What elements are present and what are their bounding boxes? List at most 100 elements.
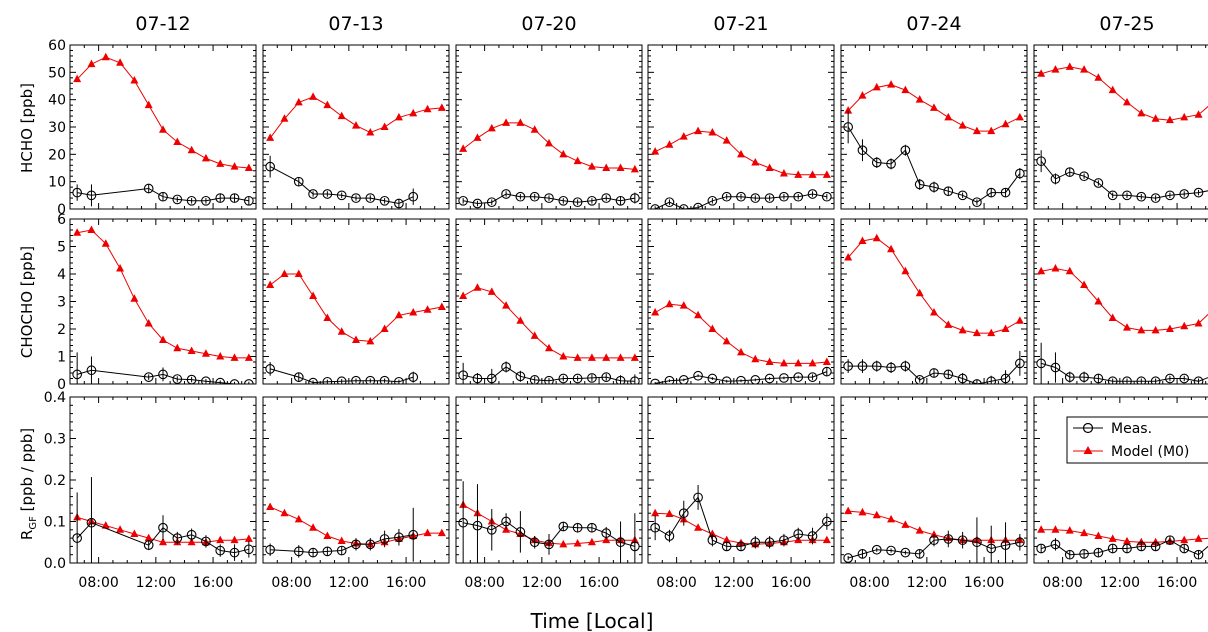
meas-point — [807, 189, 818, 199]
panel-hcho-07-20 — [455, 44, 643, 210]
model-point — [1051, 264, 1060, 272]
meas-point — [544, 375, 554, 384]
model-point — [844, 253, 853, 261]
model-point — [858, 91, 867, 99]
panel-date-title: 07-21 — [713, 13, 768, 35]
model-point — [1051, 65, 1060, 73]
meas-point — [86, 365, 97, 376]
model-point — [173, 343, 182, 352]
meas-point — [143, 372, 154, 382]
y-axis-title-rgf-main: R — [18, 530, 36, 540]
panel-chocho-07-12: 0 1 2 3 4 5 6 — [57, 212, 257, 393]
x-tick-label: 12:00 — [522, 575, 562, 591]
meas-point — [957, 373, 968, 384]
y-tick-label: 30 — [48, 120, 66, 136]
meas-point — [929, 535, 939, 546]
meas-point — [914, 549, 925, 559]
meas-point — [265, 161, 276, 172]
meas-point — [379, 534, 390, 544]
panel-chocho-07-25 — [1033, 218, 1208, 385]
meas-point — [486, 373, 497, 384]
model-point — [159, 537, 167, 546]
y-axis-title-chocho: CHOCHO [ppb] — [18, 246, 36, 358]
model-point — [530, 331, 539, 339]
meas-point — [707, 373, 718, 384]
meas-point — [1093, 178, 1104, 188]
model-point — [1180, 112, 1189, 121]
model-point — [630, 353, 639, 361]
meas-point — [750, 193, 761, 203]
model-point — [708, 324, 717, 332]
model-point — [1165, 324, 1174, 332]
meas-point — [86, 517, 97, 528]
panel-frame — [647, 396, 835, 564]
model-point — [409, 308, 418, 316]
panel-frame — [1033, 218, 1208, 385]
model-point — [144, 319, 153, 327]
model-point — [1051, 525, 1060, 533]
meas-point — [72, 369, 83, 380]
model-point — [502, 301, 511, 309]
meas-point — [529, 191, 540, 202]
meas-point — [501, 516, 511, 527]
model-point — [958, 325, 967, 334]
y-tick-label: 40 — [48, 93, 66, 109]
model-point — [116, 58, 125, 66]
y-tick-label: 0.4 — [44, 390, 66, 406]
panel-plot-area — [265, 502, 446, 562]
meas-point — [143, 183, 154, 194]
meas-point — [322, 189, 333, 199]
model-point — [1108, 313, 1117, 321]
model-point — [1001, 324, 1010, 332]
meas-point — [764, 537, 775, 548]
meas-point — [458, 370, 469, 381]
meas-point — [900, 361, 911, 371]
model-point — [130, 529, 139, 537]
meas-point — [807, 372, 818, 382]
model-point — [987, 328, 996, 337]
model-point — [545, 138, 553, 147]
meas-point — [1136, 191, 1147, 202]
meas-point — [1079, 372, 1089, 382]
model-point — [779, 168, 788, 177]
meas-point — [678, 204, 689, 209]
panel-frame — [647, 44, 835, 210]
model-point — [352, 121, 360, 129]
meas-point — [843, 361, 854, 371]
model-point — [1151, 325, 1160, 334]
meas-point — [972, 197, 982, 208]
panel-plot-area — [458, 118, 640, 209]
meas-point — [201, 376, 211, 384]
meas-point — [957, 535, 968, 546]
y-tick-label: 50 — [48, 65, 66, 81]
model-point — [651, 308, 660, 316]
panel-date-title: 07-20 — [521, 13, 576, 35]
meas-point — [215, 377, 226, 384]
model-point — [423, 104, 432, 113]
meas-point — [707, 535, 718, 546]
model-point — [602, 353, 611, 361]
meas-point — [886, 159, 896, 169]
model-point — [944, 112, 953, 121]
model-point — [559, 149, 568, 158]
model-point — [665, 299, 674, 308]
meas-point — [365, 193, 376, 203]
meas-point — [472, 373, 483, 384]
meas-point — [72, 187, 83, 198]
meas-point — [215, 193, 226, 203]
meas-point — [186, 529, 197, 540]
meas-point — [629, 376, 640, 384]
meas-point — [1179, 373, 1190, 384]
model-point — [665, 140, 674, 148]
model-point — [530, 125, 539, 133]
meas-point — [843, 553, 854, 563]
meas-point — [707, 195, 718, 206]
panel-plot-area — [843, 233, 1025, 384]
meas-point — [615, 537, 626, 548]
meas-point — [501, 362, 511, 372]
model-point — [573, 353, 582, 361]
meas-point — [587, 373, 597, 383]
model-point — [822, 535, 831, 544]
model-point — [130, 76, 139, 84]
model-point — [244, 534, 253, 542]
